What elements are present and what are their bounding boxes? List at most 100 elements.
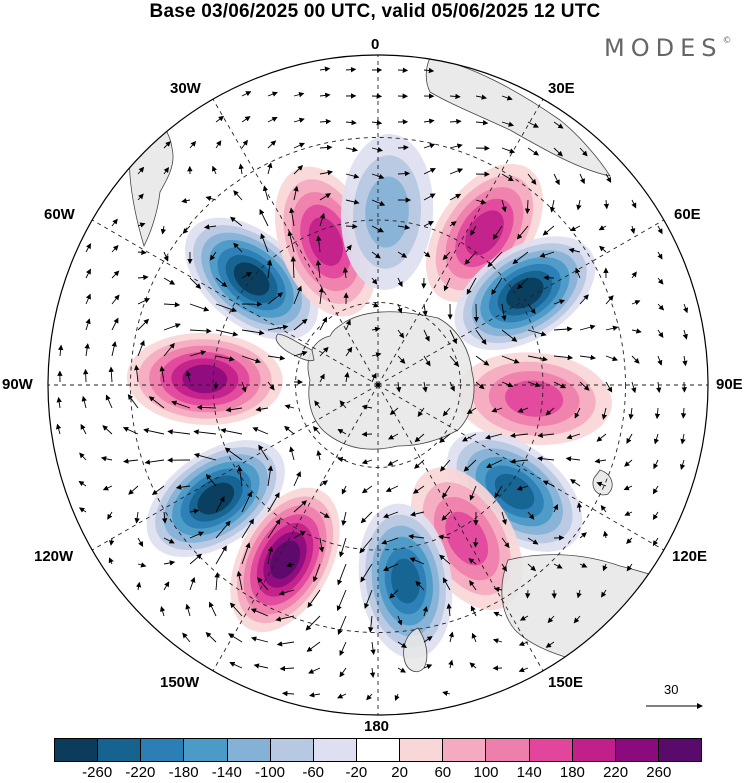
wind-vector-arrow bbox=[224, 447, 243, 461]
wind-vector-arrow bbox=[475, 199, 487, 205]
wind-vector-arrow bbox=[267, 355, 286, 361]
lon-label-120e: 120E bbox=[672, 548, 708, 565]
wind-vector-arrow bbox=[262, 185, 269, 201]
wind-vector-arrow bbox=[143, 427, 165, 435]
wind-vector-arrow bbox=[486, 459, 503, 468]
wind-vector-arrow bbox=[85, 243, 91, 253]
wind-vector-arrow bbox=[553, 173, 560, 186]
negative-anomaly-contour bbox=[197, 482, 235, 515]
meridian-line bbox=[56, 384, 379, 572]
wind-vector-arrow bbox=[579, 294, 589, 305]
wind-vector-arrow bbox=[163, 537, 175, 544]
wind-vector-arrow bbox=[512, 251, 529, 265]
wind-vector-arrow bbox=[364, 589, 373, 609]
lon-label-30w: 30W bbox=[170, 80, 201, 97]
wind-vector-arrow bbox=[339, 400, 347, 409]
wind-vector-arrow bbox=[337, 428, 347, 435]
wind-vector-arrow bbox=[397, 170, 411, 177]
wind-vector-arrow bbox=[137, 249, 147, 256]
wind-vector-arrow bbox=[267, 381, 275, 391]
wind-vector-arrow bbox=[417, 407, 425, 417]
wind-vector-arrow bbox=[318, 286, 325, 305]
wind-vector-arrow bbox=[267, 492, 280, 513]
wind-vector-arrow bbox=[545, 641, 555, 648]
wind-vector-arrow bbox=[345, 66, 357, 73]
wind-vector-arrow bbox=[448, 659, 454, 669]
wind-vector-arrow bbox=[293, 164, 303, 175]
wind-vector-arrow bbox=[397, 355, 406, 364]
wind-vector-arrow bbox=[654, 407, 661, 420]
wind-vector-arrow bbox=[422, 303, 428, 317]
wind-vector-arrow bbox=[290, 255, 296, 279]
wind-vector-arrow bbox=[105, 394, 113, 409]
wind-vector-arrow bbox=[215, 115, 225, 123]
wind-vector-arrow bbox=[579, 381, 590, 391]
wind-vector-arrow bbox=[371, 146, 384, 153]
wind-vector-arrow bbox=[260, 233, 269, 253]
wind-vector-arrow bbox=[293, 117, 305, 123]
wind-vector-arrow bbox=[423, 251, 431, 258]
wind-vector-arrow bbox=[319, 92, 331, 99]
wind-vector-arrow bbox=[464, 251, 477, 265]
wind-vector-arrow bbox=[501, 303, 507, 322]
wind-vector-arrow bbox=[461, 433, 477, 442]
wind-vector-arrow bbox=[510, 458, 529, 464]
wind-vector-arrow bbox=[361, 459, 373, 465]
reference-vector-label: 30 bbox=[664, 682, 679, 697]
lon-label-150e: 150E bbox=[548, 674, 584, 691]
wind-vector-arrow bbox=[475, 381, 485, 390]
wind-vector-arrow bbox=[163, 167, 170, 175]
wind-vector-arrow bbox=[360, 563, 373, 583]
colorbar-tick-label: 220 bbox=[603, 764, 629, 781]
polar-map bbox=[47, 54, 709, 716]
wind-vector-arrow bbox=[312, 426, 321, 435]
wind-vector-arrow bbox=[85, 268, 91, 279]
wind-vector-arrow bbox=[293, 350, 308, 357]
wind-vector-arrow bbox=[389, 589, 399, 599]
graticule bbox=[48, 55, 708, 715]
wind-vector-arrow bbox=[267, 91, 278, 97]
wind-vector-arrow bbox=[85, 318, 91, 331]
wind-vector-arrow bbox=[293, 142, 305, 149]
negative-anomaly-contour bbox=[365, 176, 409, 248]
wind-vector-arrow bbox=[624, 510, 633, 516]
wind-vector-arrow bbox=[137, 222, 146, 228]
wind-vector-arrow bbox=[397, 144, 409, 151]
wind-vector-arrow bbox=[215, 303, 238, 313]
wind-vector-arrow bbox=[137, 193, 144, 201]
wind-vector-arrow bbox=[449, 355, 459, 367]
wind-vector-arrow bbox=[516, 225, 529, 240]
wind-vector-arrow bbox=[137, 274, 149, 281]
wind-vector-arrow bbox=[568, 247, 581, 254]
wind-vector-arrow bbox=[656, 381, 662, 393]
colorbar-swatch bbox=[356, 739, 401, 761]
wind-vector-arrow bbox=[318, 537, 325, 553]
wind-vector-arrow bbox=[278, 589, 295, 596]
wind-vector-arrow bbox=[653, 433, 660, 445]
colorbar-tick-label: 180 bbox=[559, 764, 585, 781]
wind-vector-arrow bbox=[319, 66, 331, 72]
wind-vector-arrow bbox=[345, 319, 351, 331]
wind-vector-arrow bbox=[527, 147, 540, 156]
wind-vector-arrow bbox=[553, 326, 573, 332]
wind-vector-arrow bbox=[579, 532, 587, 539]
wind-vector-arrow bbox=[336, 589, 347, 612]
wind-vector-arrow bbox=[469, 580, 477, 591]
colorbar-tick-label: 60 bbox=[434, 764, 452, 781]
wind-vector-arrow bbox=[492, 638, 503, 644]
wind-vector-arrow bbox=[319, 169, 334, 176]
colorbar-tick-label: -260 bbox=[82, 764, 113, 781]
wind-vector-arrow bbox=[423, 67, 435, 74]
latitude-circle bbox=[212, 219, 544, 551]
colorbar-tick-label: 140 bbox=[516, 764, 542, 781]
wind-vector-arrow bbox=[600, 589, 607, 598]
lon-label-0: 0 bbox=[371, 36, 380, 53]
wind-vector-arrow bbox=[471, 632, 477, 643]
wind-vector-arrow bbox=[284, 425, 295, 435]
wind-vector-arrow bbox=[189, 140, 197, 149]
wind-vector-arrow bbox=[267, 465, 273, 487]
wind-vector-arrow bbox=[308, 667, 321, 674]
wind-vector-arrow bbox=[575, 267, 581, 279]
wind-vector-arrow bbox=[371, 251, 381, 259]
wind-vector-arrow bbox=[287, 230, 295, 253]
